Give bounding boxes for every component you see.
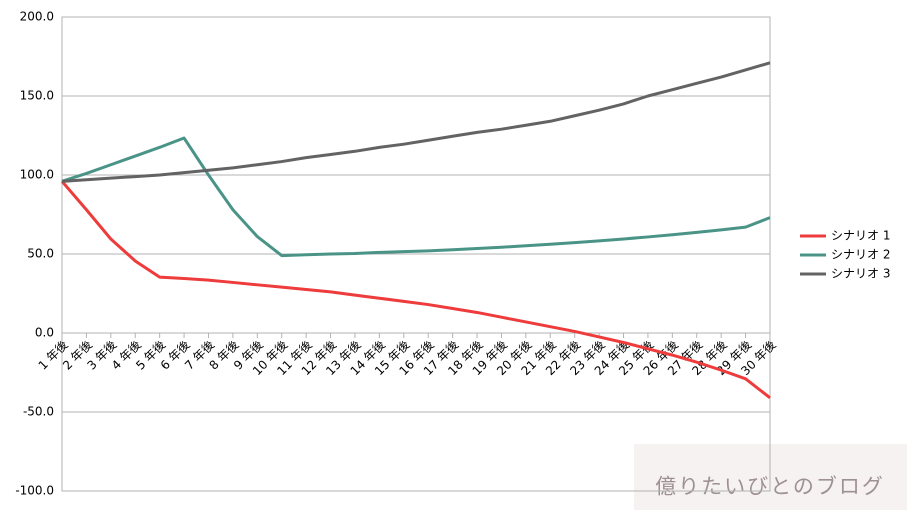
legend-label: シナリオ 1 — [831, 229, 890, 243]
legend-label: シナリオ 3 — [831, 267, 890, 281]
y-tick-label: -100.0 — [15, 484, 54, 498]
y-tick-label: 150.0 — [20, 89, 54, 103]
y-tick-label: 0.0 — [35, 326, 54, 340]
y-tick-label: 200.0 — [20, 10, 54, 24]
series-line — [60, 180, 771, 399]
y-tick-label: 100.0 — [20, 168, 54, 182]
legend-label: シナリオ 2 — [831, 248, 890, 262]
y-tick-label: 50.0 — [27, 247, 54, 261]
watermark: 億りたいびとのブログ — [655, 475, 885, 499]
series-line — [61, 61, 771, 183]
series-line — [61, 136, 771, 258]
y-tick-label: -50.0 — [23, 405, 54, 419]
